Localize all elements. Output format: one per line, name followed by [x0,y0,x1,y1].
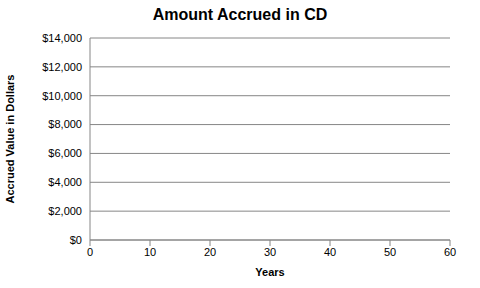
svg-text:$10,000: $10,000 [42,90,82,102]
svg-text:$8,000: $8,000 [48,118,82,130]
svg-text:50: 50 [384,246,396,258]
svg-text:10: 10 [144,246,156,258]
svg-text:20: 20 [204,246,216,258]
svg-text:$14,000: $14,000 [42,32,82,44]
svg-text:$4,000: $4,000 [48,176,82,188]
svg-text:Accrued Value in Dollars: Accrued Value in Dollars [8,75,16,204]
svg-text:60: 60 [444,246,456,258]
svg-text:$0: $0 [70,234,82,246]
svg-text:$6,000: $6,000 [48,147,82,159]
svg-text:Years: Years [255,266,284,278]
svg-text:$12,000: $12,000 [42,61,82,73]
svg-text:40: 40 [324,246,336,258]
svg-text:30: 30 [264,246,276,258]
svg-text:$2,000: $2,000 [48,205,82,217]
svg-text:0: 0 [87,246,93,258]
html-text:Amount Accrued in CD: Amount Accrued in CD [152,6,328,23]
